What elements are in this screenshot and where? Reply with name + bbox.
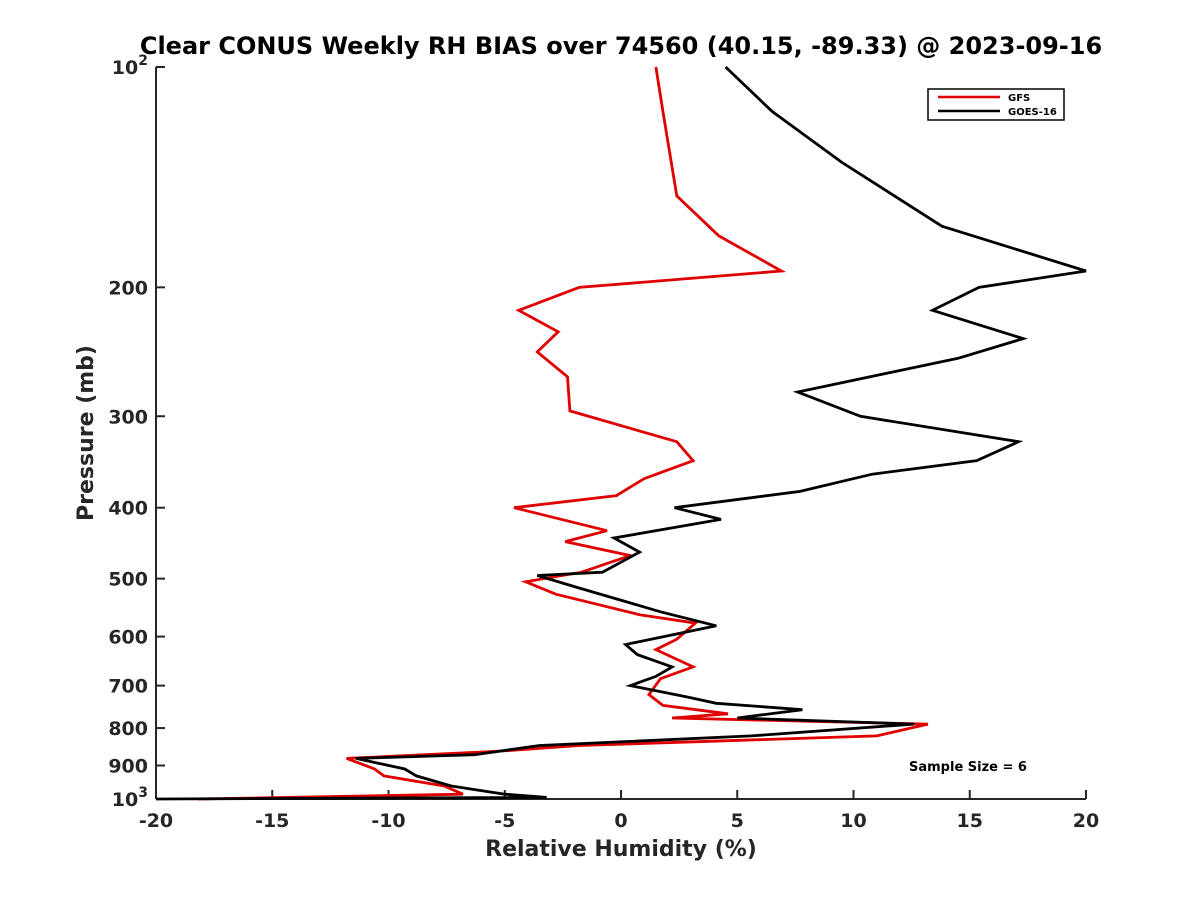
y-tick-label: 300 xyxy=(108,406,148,428)
legend-box xyxy=(927,88,1065,121)
x-tick-label: -5 xyxy=(494,810,515,832)
x-tick-label: 0 xyxy=(614,810,627,832)
y-tick-label: 600 xyxy=(108,627,148,649)
x-tick-label: 20 xyxy=(1073,810,1099,832)
x-tick-label: 10 xyxy=(840,810,866,832)
sample-size-annotation: Sample Size = 6 xyxy=(909,760,1027,775)
y-tick-label: 800 xyxy=(108,718,148,740)
x-tick-label: -10 xyxy=(371,810,405,832)
y-axis-label: Pressure (mb) xyxy=(74,345,99,521)
legend: GFS GOES-16 xyxy=(927,88,1065,121)
y-tick-label: 900 xyxy=(108,756,148,778)
legend-label-goes-16: GOES-16 xyxy=(1008,107,1057,118)
legend-label-gfs: GFS xyxy=(1008,93,1030,104)
x-tick-label: 5 xyxy=(731,810,744,832)
plot-area xyxy=(156,67,1086,799)
chart-title: Clear CONUS Weekly RH BIAS over 74560 (4… xyxy=(140,32,1102,60)
x-tick-label: -15 xyxy=(255,810,289,832)
y-tick-label: 200 xyxy=(108,277,148,299)
y-tick-label-power: 102 xyxy=(112,53,148,79)
x-tick-label: -20 xyxy=(139,810,173,832)
series-line-goes-16 xyxy=(155,65,1087,801)
y-tick-label: 700 xyxy=(108,676,148,698)
y-tick-label-base: 10 xyxy=(112,789,138,811)
y-tick-label-base: 10 xyxy=(112,57,138,79)
y-tick-label-power: 103 xyxy=(112,785,148,811)
y-tick-label-exponent: 2 xyxy=(138,53,148,69)
x-tick-label: 15 xyxy=(957,810,983,832)
x-axis-label: Relative Humidity (%) xyxy=(485,837,757,862)
y-tick-label: 400 xyxy=(108,498,148,520)
series-line-gfs xyxy=(197,66,929,801)
series-layer xyxy=(155,65,1087,801)
y-tick-label: 500 xyxy=(108,569,148,591)
y-tick-label-exponent: 3 xyxy=(138,785,148,801)
